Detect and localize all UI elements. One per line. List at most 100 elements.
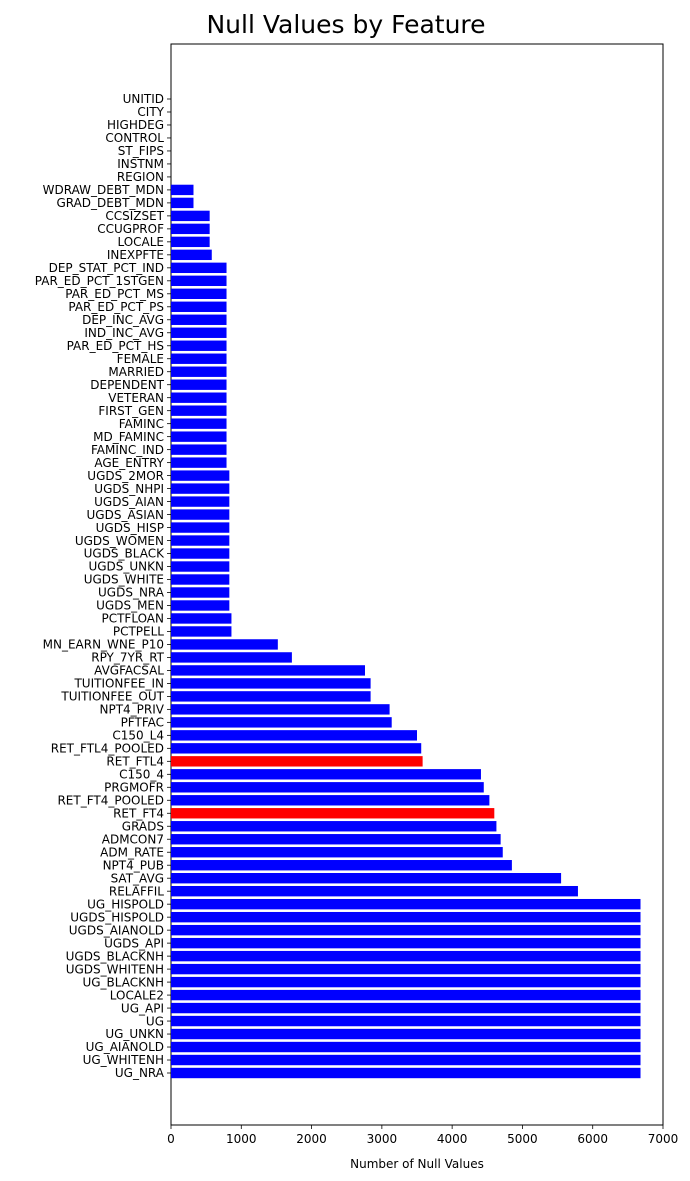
y-tick-label: TUITIONFEE_IN xyxy=(73,677,164,691)
y-tick-label: AGE_ENTRY xyxy=(94,456,164,470)
y-tick-label: IND_INC_AVG xyxy=(84,326,164,340)
y-tick-label: CITY xyxy=(137,105,164,119)
y-tick-label: UGDS_BLACK xyxy=(84,547,166,561)
bar-age-entry xyxy=(171,457,227,468)
x-tick-label: 4000 xyxy=(437,1132,468,1146)
bar-npt4-priv xyxy=(171,704,390,715)
y-tick-label: ST_FIPS xyxy=(118,144,164,158)
bar-ugds-nhpi xyxy=(171,483,230,494)
y-tick-label: LOCALE2 xyxy=(110,988,164,1002)
y-tick-label: TUITIONFEE_OUT xyxy=(60,690,164,704)
y-tick-label: PAR_ED_PCT_MS xyxy=(65,287,164,301)
bar-faminc xyxy=(171,418,227,429)
y-tick-label: RPY_7YR_RT xyxy=(91,651,164,665)
y-tick-label: PCTPELL xyxy=(113,625,164,639)
bar-female xyxy=(171,353,227,364)
y-tick-label: PAR_ED_PCT_1STGEN xyxy=(35,274,164,288)
y-tick-label: INSTNM xyxy=(117,157,164,171)
bar-first-gen xyxy=(171,405,227,416)
bar-faminc-ind xyxy=(171,444,227,455)
y-tick-label: PAR_ED_PCT_PS xyxy=(68,300,164,314)
y-tick-label: PCTFLOAN xyxy=(101,612,164,626)
bar-ugds-blacknh xyxy=(171,950,641,962)
bar-ugds-hisp xyxy=(171,522,230,533)
y-tick-label: DEPENDENT xyxy=(90,378,164,392)
y-tick-label: UGDS_BLACKNH xyxy=(66,949,164,963)
plot-area-frame xyxy=(170,43,664,1126)
y-tick-label: INEXPFTE xyxy=(107,248,164,262)
bar-ugds-api xyxy=(171,937,641,949)
y-tick-label: AVGFACSAL xyxy=(94,664,164,678)
y-tick-label: UNITID xyxy=(123,92,164,106)
y-tick-label: UG_NRA xyxy=(115,1066,165,1080)
bar-relaffil xyxy=(171,885,578,897)
y-tick-label: HIGHDEG xyxy=(107,118,164,132)
y-tick-label: UG_API xyxy=(121,1001,164,1015)
bar-ind-inc-avg xyxy=(171,327,227,338)
bar-c150-4 xyxy=(171,769,481,780)
bar-pctfloan xyxy=(171,613,232,624)
bar-tuitionfee-out xyxy=(171,691,371,702)
y-tick-label: UGDS_2MOR xyxy=(87,469,164,483)
y-tick-label: UGDS_WOMEN xyxy=(75,534,164,548)
chart-title: Null Values by Feature xyxy=(206,10,485,39)
y-tick-label: UGDS_AIAN xyxy=(94,495,164,509)
bar-md-faminc xyxy=(171,431,227,442)
bar-ugds-black xyxy=(171,548,230,559)
bar-ugds-aian xyxy=(171,496,230,507)
bar-ccsizset xyxy=(171,210,210,222)
bar-married xyxy=(171,366,227,377)
y-tick-label: REGION xyxy=(117,170,164,184)
y-tick-label: CCUGPROF xyxy=(97,222,164,236)
y-tick-label: UGDS_NHPI xyxy=(94,482,164,496)
bar-ug-hispold xyxy=(171,898,641,910)
y-tick-label: UG_AIANOLD xyxy=(86,1040,164,1054)
y-tick-label: UGDS_NRA xyxy=(98,586,165,600)
y-tick-label: SAT_AVG xyxy=(111,871,164,885)
y-tick-label: UGDS_HISPOLD xyxy=(70,910,164,924)
y-tick-label: PAR_ED_PCT_HS xyxy=(67,339,164,353)
y-tick-label: CONTROL xyxy=(105,131,164,145)
bar-ugds-men xyxy=(171,600,230,611)
y-tick-label: CCSIZSET xyxy=(105,209,164,223)
y-tick-label: UG_UNKN xyxy=(105,1027,164,1041)
bar-ugds-hispold xyxy=(171,911,641,923)
y-tick-label: GRAD_DEBT_MDN xyxy=(56,196,164,210)
bar-admcon7 xyxy=(171,834,501,845)
bar-par-ed-pct-ps xyxy=(171,301,227,312)
y-tick-label: UGDS_UNKN xyxy=(88,560,164,574)
bar-grads xyxy=(171,821,497,832)
y-tick-label: UGDS_WHITENH xyxy=(66,962,164,976)
y-tick-label: PRGMOFR xyxy=(104,780,164,794)
y-tick-label: FEMALE xyxy=(117,352,164,366)
y-tick-label: UG_HISPOLD xyxy=(87,897,164,911)
bar-sat-avg xyxy=(171,873,562,884)
y-tick-label: UG_WHITENH xyxy=(83,1053,164,1067)
x-tick-label: 7000 xyxy=(648,1132,679,1146)
bar-ugds-unkn xyxy=(171,561,230,572)
bar-ugds-women xyxy=(171,535,230,546)
bar-ug-blacknh xyxy=(171,976,641,988)
bar-inexpfte xyxy=(171,249,212,261)
bar-ugds-nra xyxy=(171,587,230,598)
x-tick-label: 5000 xyxy=(507,1132,538,1146)
bar-dependent xyxy=(171,379,227,390)
bar-par-ed-pct-ms xyxy=(171,288,227,299)
bar-ugds-2mor xyxy=(171,470,230,481)
bar-veteran xyxy=(171,392,227,403)
bar-par-ed-pct-hs xyxy=(171,340,227,351)
y-tick-label: MD_FAMINC xyxy=(93,430,164,444)
bar-npt4-pub xyxy=(171,860,512,871)
bar-mn-earn-wne-p10 xyxy=(171,639,278,650)
y-tick-label: VETERAN xyxy=(108,391,164,405)
bar-wdraw-debt-mdn xyxy=(171,184,194,196)
y-tick-label: ADMCON7 xyxy=(102,832,164,846)
y-tick-label: UG_BLACKNH xyxy=(82,975,164,989)
bar-c150-l4 xyxy=(171,730,417,741)
bar-avgfacsal xyxy=(171,665,365,676)
bar-ug-whitenh xyxy=(171,1054,641,1066)
y-tick-label: RET_FTL4 xyxy=(106,755,164,769)
bar-ugds-asian xyxy=(171,509,230,520)
bar-ug-api xyxy=(171,1002,641,1014)
